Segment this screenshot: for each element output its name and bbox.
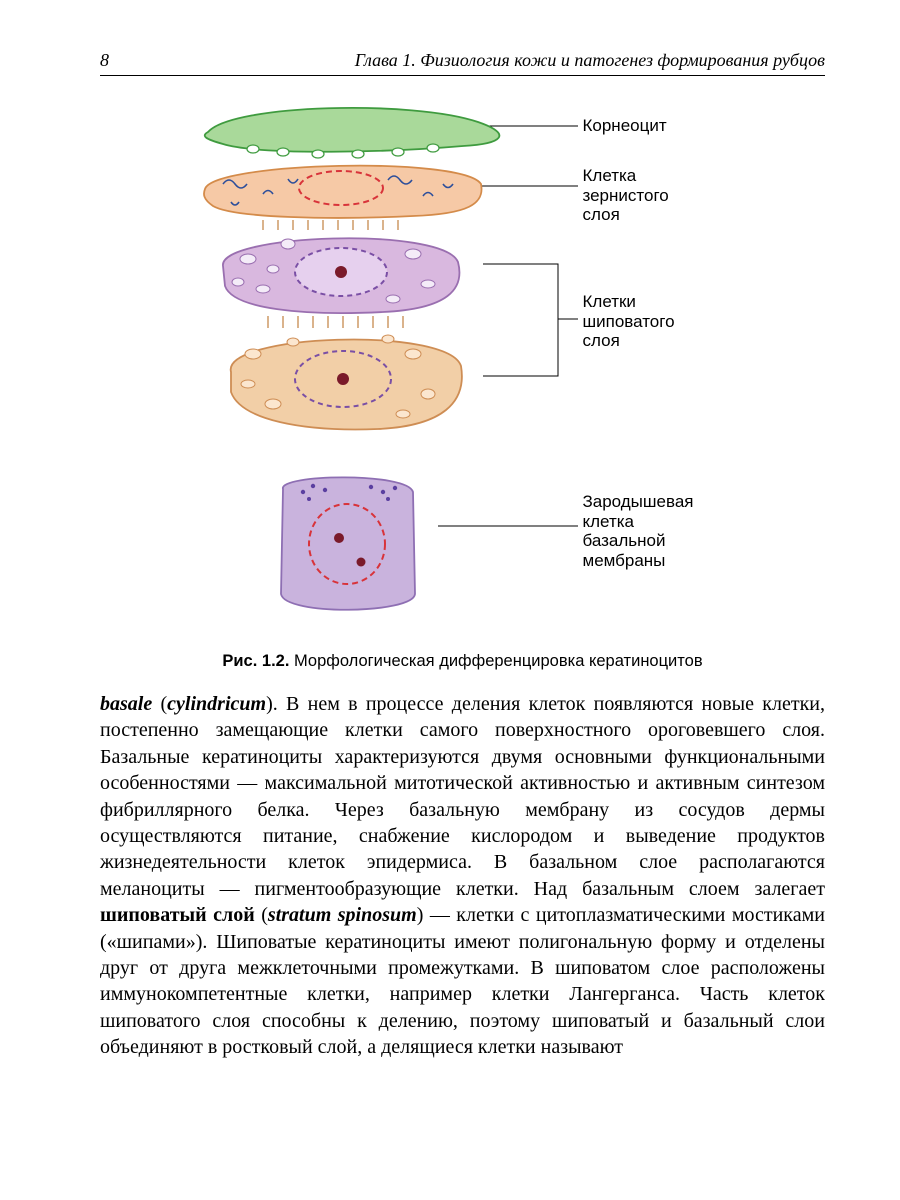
- keratinocyte-diagram: [113, 94, 813, 644]
- basal-cell: [281, 477, 415, 609]
- figure-caption: Рис. 1.2. Морфологическая дифференцировк…: [100, 652, 825, 671]
- label-corneocyte: Корнеоцит: [583, 116, 667, 136]
- spinous-cell-2: [230, 335, 461, 429]
- spinous-cell-1: [222, 238, 459, 313]
- caption-number: Рис. 1.2.: [222, 652, 289, 670]
- granular-cell: [203, 166, 481, 218]
- page-header: 8 Глава 1. Физиология кожи и патогенез ф…: [100, 50, 825, 76]
- term-basale: basale: [100, 693, 152, 715]
- corneocyte-cell: [204, 108, 499, 158]
- figure-1-2: Корнеоцит Клетказернистогослоя Клеткишип…: [113, 94, 813, 644]
- term-spinous-layer: шиповатый слой: [100, 904, 255, 926]
- label-granular: Клетказернистогослоя: [583, 166, 669, 225]
- label-spinous: Клеткишиповатогослоя: [583, 292, 675, 351]
- label-basal: Зародышеваяклеткабазальноймембраны: [583, 492, 694, 570]
- term-cylindricum: cylindricum: [167, 693, 266, 715]
- page-number: 8: [100, 50, 109, 71]
- chapter-title: Глава 1. Физиология кожи и патогенез фор…: [355, 50, 825, 71]
- term-stratum-spinosum: stratum spinosum: [268, 904, 417, 926]
- body-paragraph: basale (cylindricum). В нем в процессе д…: [100, 691, 825, 1060]
- caption-text: Морфологическая дифференцировка кератино…: [289, 652, 702, 670]
